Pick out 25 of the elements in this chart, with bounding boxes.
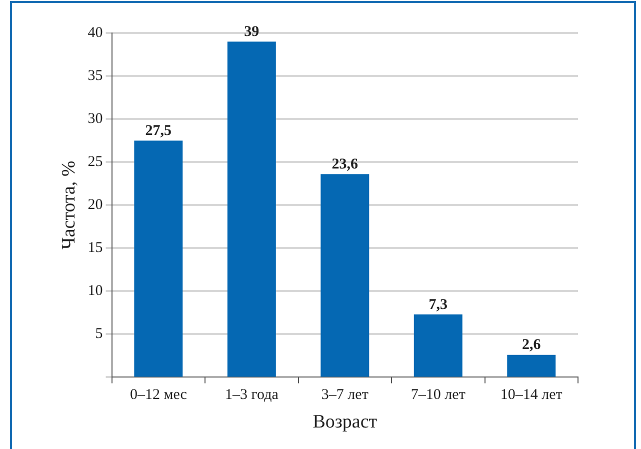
bar: [414, 314, 462, 377]
bar: [227, 42, 276, 377]
y-tick-label: 40: [88, 24, 103, 41]
y-tick-label: 15: [88, 240, 103, 256]
x-tick-label: 1–3 года: [224, 387, 279, 404]
x-tick-label: 10–14 лет: [500, 387, 563, 404]
data-label: 2,6: [522, 337, 542, 354]
data-label: 23,6: [332, 156, 359, 172]
x-axis-title: Возраст: [312, 412, 378, 433]
y-axis-title: Частота, %: [58, 160, 80, 250]
y-tick-label: 35: [88, 68, 103, 84]
x-tick-label: 0–12 мес: [130, 387, 188, 404]
x-tick-label: 3–7 лет: [321, 387, 369, 404]
data-label: 39: [244, 24, 260, 40]
y-tick-label: 10: [88, 283, 103, 300]
y-tick-label: 20: [88, 197, 103, 214]
y-tick-label: 30: [88, 110, 103, 127]
y-tick-label: 5: [95, 326, 103, 342]
bar: [320, 174, 370, 377]
data-label: 7,3: [428, 296, 448, 313]
x-tick-label: 7–10 лет: [410, 387, 466, 404]
data-label: 27,5: [145, 122, 172, 139]
bar: [507, 354, 556, 377]
y-tick-label: 25: [88, 154, 103, 170]
bar: [134, 140, 183, 377]
